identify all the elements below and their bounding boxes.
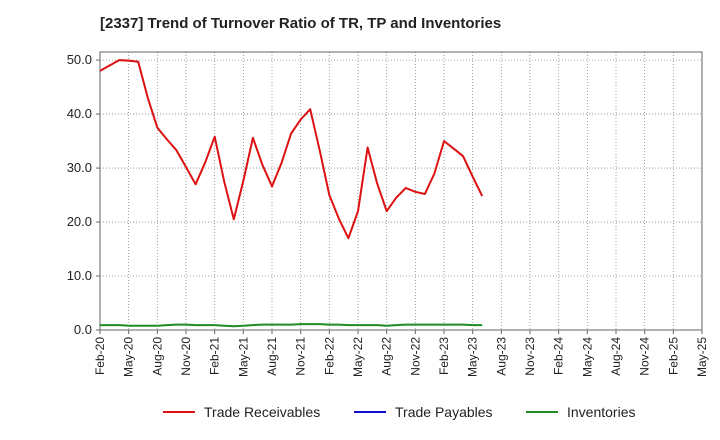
x-tick-label: Nov-23 <box>523 337 537 376</box>
series-line-trade-receivables <box>99 59 484 240</box>
x-tick-label: May-23 <box>466 337 480 377</box>
x-tick-label: Nov-20 <box>179 337 193 376</box>
legend: Trade Receivables Trade Payables Invento… <box>0 404 720 426</box>
y-tick-label: 0.0 <box>74 322 92 337</box>
y-tick-label: 40.0 <box>67 106 92 121</box>
series-line-inventories <box>100 323 483 328</box>
legend-swatch-inventories <box>526 411 558 413</box>
y-tick-label: 10.0 <box>67 268 92 283</box>
x-tick-label: May-21 <box>236 337 250 377</box>
x-tick-label: Feb-20 <box>93 337 107 375</box>
legend-label-trade-payables: Trade Payables <box>395 404 493 420</box>
x-tick-label: Aug-22 <box>380 337 394 376</box>
x-tick-label: Aug-24 <box>609 337 623 376</box>
x-tick-label: Feb-21 <box>208 337 222 375</box>
x-tick-label: Feb-23 <box>437 337 451 375</box>
x-tick-label: May-25 <box>695 337 709 377</box>
axes <box>96 51 703 334</box>
legend-item-trade-payables: Trade Payables <box>354 404 493 420</box>
x-tick-label: Nov-24 <box>638 337 652 376</box>
legend-label-trade-receivables: Trade Receivables <box>204 404 321 420</box>
x-tick-label: Feb-24 <box>552 337 566 375</box>
legend-item-trade-receivables: Trade Receivables <box>163 404 320 420</box>
legend-label-inventories: Inventories <box>567 404 636 420</box>
x-tick-label: Nov-22 <box>408 337 422 376</box>
grid-lines <box>100 52 702 330</box>
x-tick-label: Aug-20 <box>150 337 164 376</box>
tick-labels: 0.0 10.0 20.0 30.0 40.0 50.0 Feb-20 May-20 Aug-2… <box>67 52 709 377</box>
x-tick-label: Feb-22 <box>322 337 336 375</box>
y-tick-label: 20.0 <box>67 214 92 229</box>
x-tick-label: May-20 <box>122 337 136 377</box>
y-tick-label: 50.0 <box>67 52 92 67</box>
x-tick-label: May-22 <box>351 337 365 377</box>
x-tick-label: Nov-21 <box>294 337 308 376</box>
x-tick-label: Feb-25 <box>666 337 680 375</box>
x-tick-label: May-24 <box>580 337 594 377</box>
chart-title: [2337] Trend of Turnover Ratio of TR, TP… <box>100 15 502 32</box>
legend-swatch-trade-payables <box>354 411 386 413</box>
series-lines <box>99 59 484 328</box>
y-tick-label: 30.0 <box>67 160 92 175</box>
plot-frame <box>99 51 703 331</box>
legend-item-inventories: Inventories <box>526 404 635 420</box>
x-tick-label: Aug-21 <box>265 337 279 376</box>
x-tick-label: Aug-23 <box>494 337 508 376</box>
legend-swatch-trade-receivables <box>163 411 195 413</box>
